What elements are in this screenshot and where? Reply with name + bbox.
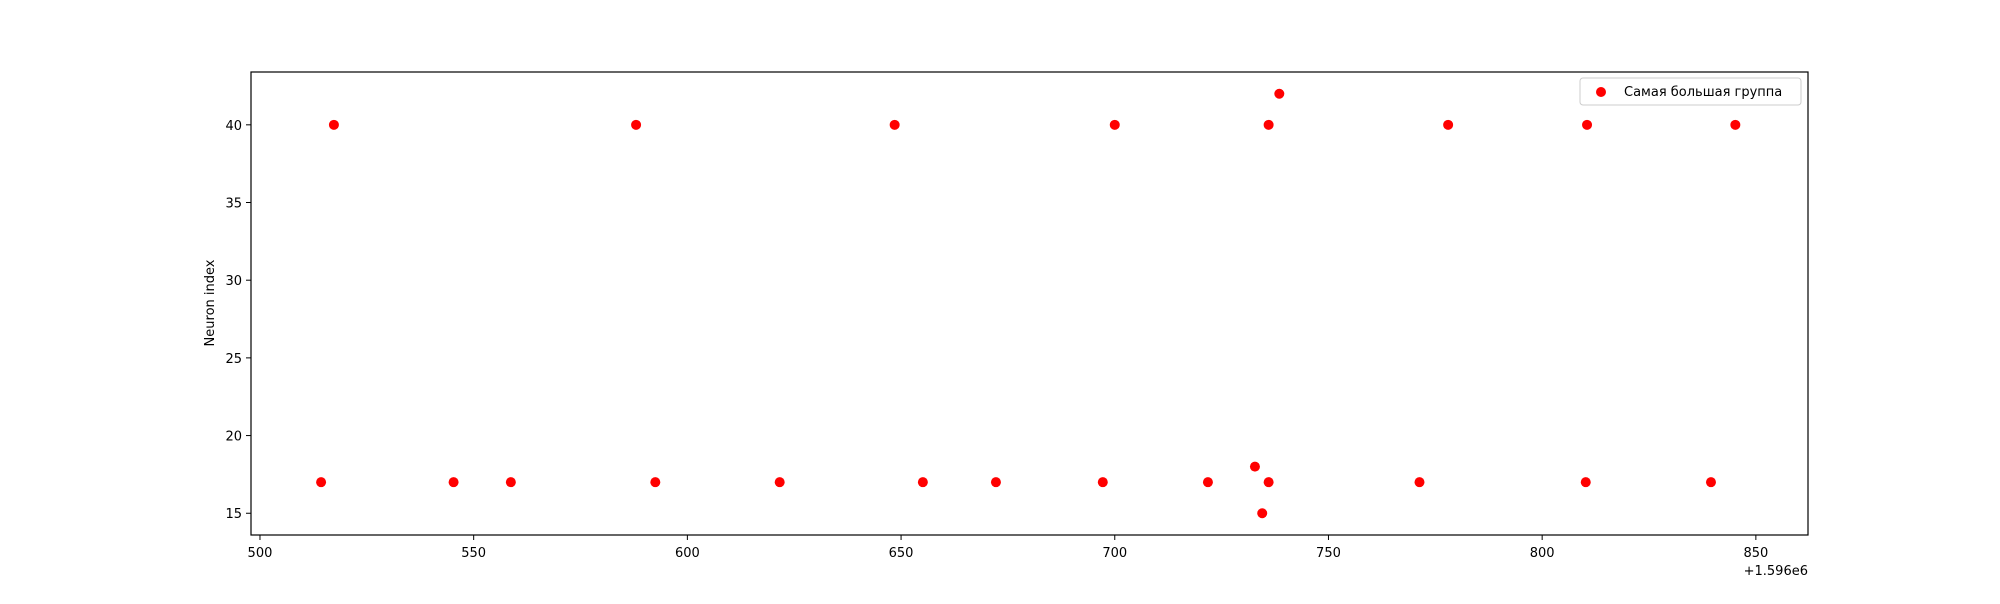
scatter-point [448, 477, 459, 488]
legend-marker [1596, 87, 1606, 97]
y-tick-label: 20 [225, 430, 242, 445]
scatter-point [328, 119, 339, 130]
y-tick-label: 35 [225, 197, 242, 212]
x-tick-label: 800 [1530, 546, 1555, 561]
plot-area-frame [250, 71, 1809, 536]
x-offset-text: +1.596e6 [1744, 564, 1808, 579]
scatter-point [1202, 477, 1213, 488]
y-tick-label: 15 [225, 507, 242, 522]
scatter-point [505, 477, 516, 488]
data-points [316, 88, 1741, 519]
legend-frame [1579, 77, 1802, 106]
scatter-point [631, 119, 642, 130]
scatter-point [1263, 477, 1274, 488]
scatter-point [650, 477, 661, 488]
scatter-point [1580, 477, 1591, 488]
x-tick-label: 700 [1102, 546, 1127, 561]
y-tick-label: 40 [225, 119, 242, 134]
scatter-point [1705, 477, 1716, 488]
scatter-point [1109, 119, 1120, 130]
x-axis: 500 550 600 650 700 750 800 850 [248, 535, 1768, 561]
x-tick-label: 850 [1743, 546, 1768, 561]
scatter-point [1730, 119, 1741, 130]
x-tick-label: 650 [889, 546, 914, 561]
scatter-point [1263, 119, 1274, 130]
y-tick-label: 25 [225, 352, 242, 367]
scatter-point [1582, 119, 1593, 130]
scatter-point [990, 477, 1001, 488]
scatter-point [1257, 508, 1268, 519]
scatter-point [1097, 477, 1108, 488]
x-tick-label: 750 [1316, 546, 1341, 561]
legend: Самая большая группа [1579, 77, 1802, 106]
scatter-point [316, 477, 327, 488]
scatter-point [1249, 461, 1260, 472]
x-tick-label: 600 [675, 546, 700, 561]
y-axis-label: Neuron index [203, 259, 218, 346]
scatter-point [1443, 119, 1454, 130]
scatter-point [917, 477, 928, 488]
legend-label: Самая большая группа [1624, 85, 1782, 100]
scatter-point [774, 477, 785, 488]
x-tick-label: 550 [461, 546, 486, 561]
x-tick-label: 500 [248, 546, 273, 561]
scatter-point [1274, 88, 1285, 99]
scatter-point [889, 119, 900, 130]
scatter-point [1414, 477, 1425, 488]
y-axis: 15 20 25 30 35 40 [225, 119, 251, 522]
y-tick-label: 30 [225, 274, 242, 289]
